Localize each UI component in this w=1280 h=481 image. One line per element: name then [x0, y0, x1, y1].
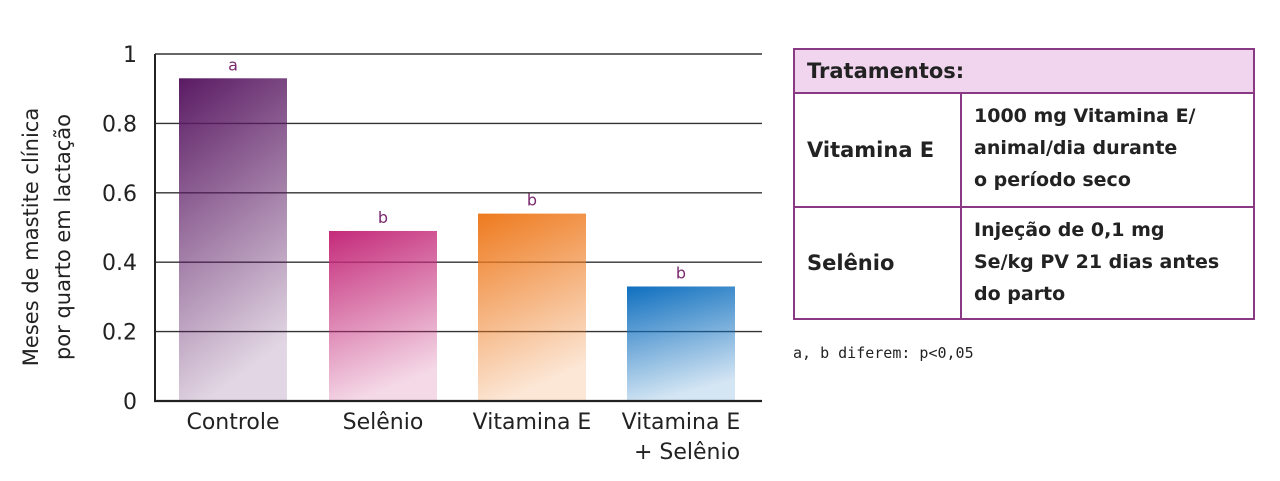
- y-tick-label: 0.6: [102, 182, 137, 207]
- description-line: Se/kg PV 21 dias antes: [974, 251, 1220, 273]
- treatment-name: Vitamina E: [795, 94, 962, 206]
- treatment-description: Injeção de 0,1 mg Se/kg PV 21 dias antes…: [962, 208, 1253, 318]
- description-line: o período seco: [974, 169, 1131, 191]
- description-line: 1000 mg Vitamina E/: [974, 105, 1196, 127]
- bar: [329, 230, 437, 401]
- table-row: Selênio Injeção de 0,1 mg Se/kg PV 21 di…: [795, 206, 1253, 318]
- table-header: Tratamentos:: [795, 50, 1253, 94]
- y-axis-label: Meses de mastite clínica: [19, 108, 43, 366]
- treatment-description: 1000 mg Vitamina E/ animal/dia durante o…: [962, 94, 1253, 206]
- y-tick-label: 0.8: [102, 112, 137, 137]
- description-line: do parto: [974, 283, 1066, 305]
- bar: [627, 286, 735, 401]
- y-tick-label: 0.4: [102, 251, 137, 276]
- y-axis-label: por quarto em lactação: [51, 114, 75, 360]
- significance-label: a: [228, 55, 238, 74]
- x-tick-label: Vitamina E: [473, 410, 592, 435]
- treatment-name: Selênio: [795, 208, 962, 318]
- treatments-table: Tratamentos: Vitamina E 1000 mg Vitamina…: [793, 48, 1255, 320]
- description-line: animal/dia durante: [974, 137, 1178, 159]
- footnote: a, b diferem: p<0,05: [793, 344, 974, 362]
- bar: [179, 78, 287, 401]
- bar: [478, 213, 586, 401]
- chart-svg: 0 0.2 0.4 0.6 0.8 1 a b b b Controle Selênio Vitamin…: [19, 43, 762, 465]
- x-tick-label: + Selênio: [634, 440, 740, 465]
- description-line: Injeção de 0,1 mg: [974, 219, 1165, 241]
- x-tick-label: Vitamina E: [622, 410, 741, 435]
- table-row: Vitamina E 1000 mg Vitamina E/ animal/di…: [795, 94, 1253, 206]
- x-tick-label: Selênio: [343, 410, 424, 435]
- x-tick-label: Controle: [186, 410, 279, 435]
- y-tick-label: 0.2: [102, 321, 137, 346]
- significance-label: b: [378, 208, 388, 227]
- y-tick-label: 0: [123, 390, 137, 415]
- bar-chart: 0 0.2 0.4 0.6 0.8 1 a b b b Controle Selênio Vitamin…: [19, 43, 762, 465]
- significance-label: b: [527, 191, 537, 210]
- y-tick-label: 1: [123, 43, 137, 68]
- significance-label: b: [676, 263, 686, 282]
